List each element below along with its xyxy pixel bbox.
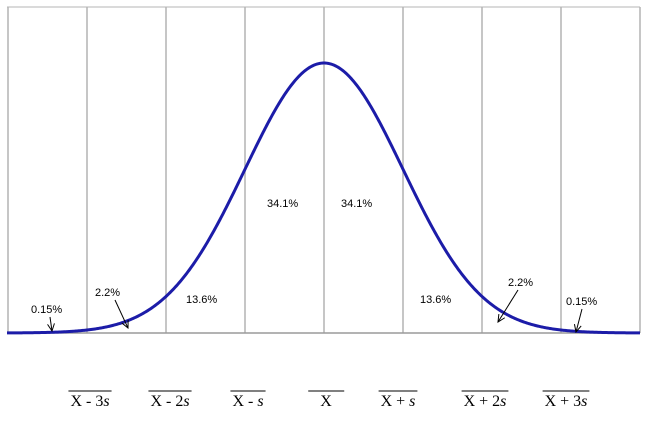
svg-text:X: X — [320, 393, 332, 410]
x-tick-label-1: X - 2s — [148, 390, 192, 410]
bell-curve — [7, 61, 641, 335]
region-label-7: 0.15% — [566, 296, 597, 308]
svg-text:X - 2s: X - 2s — [150, 393, 189, 410]
arrow-head-6 — [497, 313, 506, 323]
region-label-1: 2.2% — [95, 287, 120, 299]
region-label-4: 34.1% — [341, 198, 372, 210]
arrow-line-0 — [49, 316, 53, 332]
label-arrows — [47, 289, 583, 334]
x-tick-label-6: X + 3s — [542, 390, 590, 410]
svg-text:X + 3s: X + 3s — [545, 393, 588, 410]
svg-text:X - 3s: X - 3s — [70, 393, 109, 410]
svg-text:X - s: X - s — [232, 393, 263, 410]
region-label-5: 13.6% — [420, 294, 451, 306]
x-tick-label-4: X + s — [378, 390, 418, 410]
arrow-line-1 — [114, 299, 129, 329]
region-label-6: 2.2% — [508, 277, 533, 289]
x-tick-label-3: X — [308, 390, 345, 410]
arrow-line-6 — [497, 289, 519, 323]
arrow-head-1 — [121, 319, 129, 330]
x-tick-label-2: X - s — [230, 390, 266, 410]
x-tick-label-5: X + 2s — [461, 390, 509, 410]
region-label-0: 0.15% — [31, 304, 62, 316]
region-label-2: 13.6% — [186, 294, 217, 306]
svg-text:X + s: X + s — [381, 393, 416, 410]
x-tick-labels: X - 3s X - 2s X - s X X + s X + 2s X + 3s — [68, 390, 590, 410]
x-tick-label-0: X - 3s — [68, 390, 112, 410]
region-label-3: 34.1% — [267, 198, 298, 210]
vertical-grid — [7, 6, 641, 333]
arrow-line-7 — [575, 308, 583, 333]
arrow-head-7 — [573, 324, 582, 334]
region-labels: 0.15% 2.2% 13.6% 34.1% 34.1% 13.6% 2.2% 0.15% — [31, 198, 597, 316]
svg-text:X + 2s: X + 2s — [464, 393, 507, 410]
arrow-head-0 — [47, 323, 55, 333]
